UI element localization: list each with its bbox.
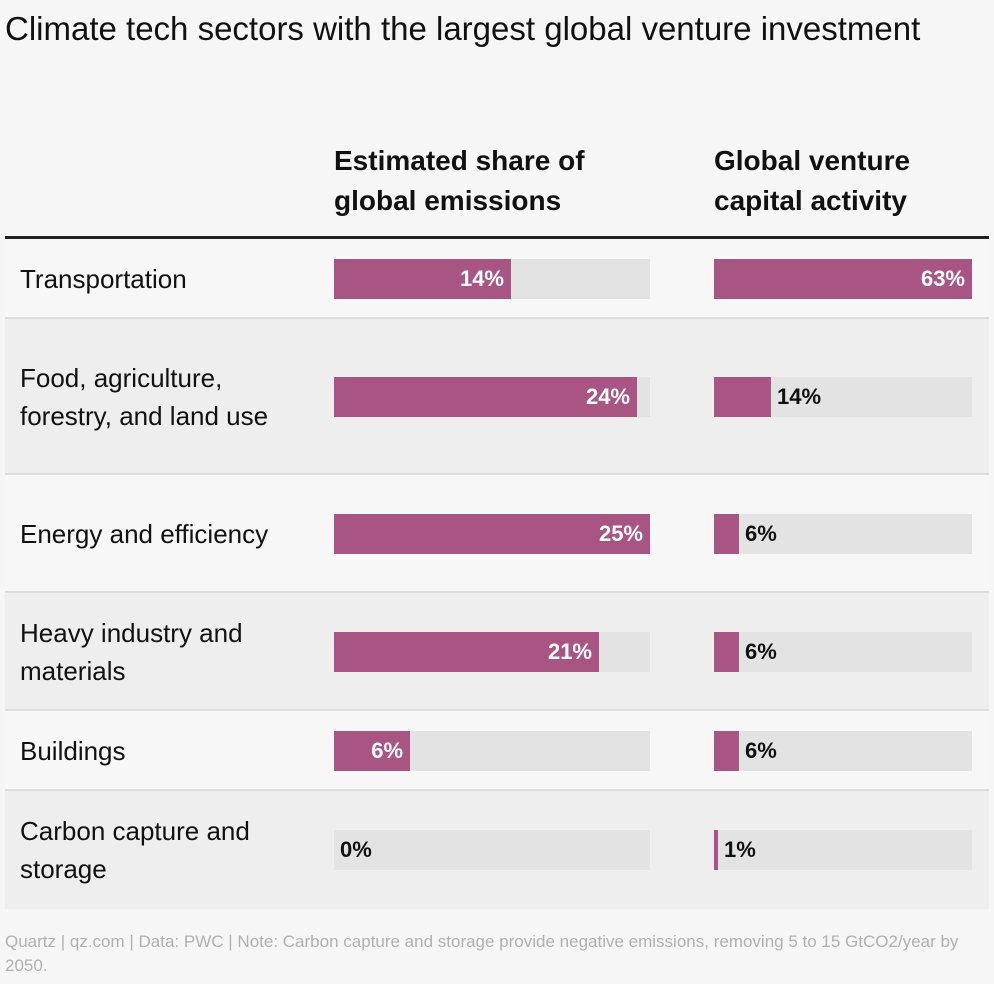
table-row: Transportation 14% 63% <box>5 239 989 319</box>
emissions-bar-track: 14% <box>334 259 650 299</box>
emissions-value-label: 0% <box>340 837 372 862</box>
emissions-value-label: 6% <box>371 738 403 763</box>
bar-table: Transportation 14% 63% Food, agriculture, f… <box>5 239 989 909</box>
category-label: Energy and efficiency <box>20 519 269 549</box>
column-header-vc: Global venture capital activity <box>714 145 911 216</box>
vc-value-label: 14% <box>777 384 822 409</box>
table-row: Buildings 6% 6% <box>5 711 989 791</box>
header-rule <box>5 236 989 239</box>
row-divider <box>5 591 989 593</box>
vc-value-label: 1% <box>724 837 756 862</box>
emissions-value-label: 25% <box>598 521 643 546</box>
vc-bar <box>714 731 739 771</box>
emissions-value-label: 14% <box>459 266 504 291</box>
vc-bar <box>714 830 718 870</box>
vc-bar-track: 14% <box>714 377 972 417</box>
emissions-bar-track: 24% <box>334 377 650 417</box>
column-header-emissions: Estimated share of global emissions <box>334 145 585 216</box>
category-label: Transportation <box>20 264 187 294</box>
emissions-bar-track: 6% <box>334 731 650 771</box>
vc-value-label: 6% <box>745 639 777 664</box>
emissions-bar <box>334 259 511 299</box>
emissions-bar <box>334 377 637 417</box>
vc-bar <box>714 632 739 672</box>
row-divider <box>5 473 989 475</box>
table-row: Heavy industry and materials 21% 6% <box>5 593 989 711</box>
vc-value-label: 63% <box>920 266 965 291</box>
vc-bar-track: 63% <box>714 259 972 299</box>
emissions-bar <box>334 731 410 771</box>
vc-bar <box>714 377 771 417</box>
category-label: Buildings <box>20 736 126 766</box>
category-label: Food, agriculture, forestry, and land us… <box>20 363 269 431</box>
chart-title: Climate tech sectors with the largest gl… <box>5 10 921 47</box>
category-label: Carbon capture and storage <box>20 816 250 884</box>
vc-value-label: 6% <box>745 738 777 763</box>
vc-bar-track: 6% <box>714 731 972 771</box>
table-row: Energy and efficiency 25% 6% <box>5 475 989 593</box>
vc-bar <box>714 259 972 299</box>
chart-footer: Quartz | qz.com | Data: PWC | Note: Carb… <box>5 932 959 975</box>
vc-bar <box>714 514 739 554</box>
emissions-value-label: 24% <box>585 384 630 409</box>
row-divider <box>5 709 989 711</box>
vc-bar-track: 1% <box>714 830 972 870</box>
vc-value-label: 6% <box>745 521 777 546</box>
row-divider <box>5 317 989 319</box>
emissions-bar-track: 0% <box>334 830 650 870</box>
table-row: Carbon capture and storage 0% 1% <box>5 791 989 909</box>
vc-bar-track: 6% <box>714 632 972 672</box>
emissions-bar-track: 21% <box>334 632 650 672</box>
emissions-bar <box>334 632 599 672</box>
emissions-bar-track: 25% <box>334 514 650 554</box>
emissions-value-label: 21% <box>547 639 592 664</box>
table-row: Food, agriculture, forestry, and land us… <box>5 319 989 475</box>
category-label: Heavy industry and materials <box>20 618 243 686</box>
row-divider <box>5 789 989 791</box>
vc-bar-track: 6% <box>714 514 972 554</box>
emissions-bar <box>334 514 650 554</box>
